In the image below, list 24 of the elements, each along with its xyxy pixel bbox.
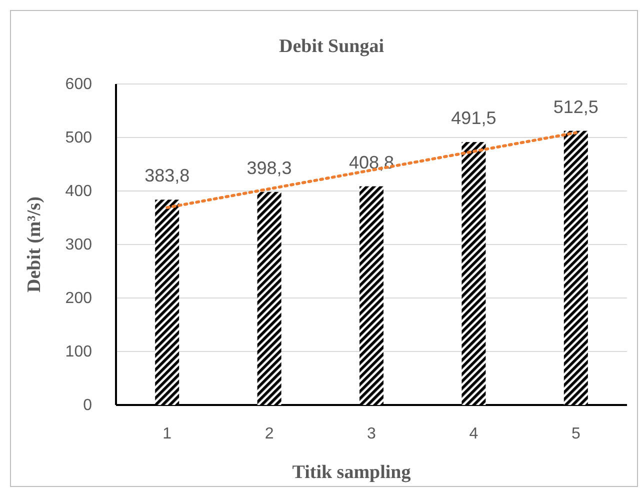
x-tick-label: 3 [367,425,376,442]
x-tick-label: 2 [264,425,274,442]
y-tick-label: 100 [65,344,92,361]
x-axis-title: Titik sampling [292,462,412,483]
data-label: 491,5 [451,108,496,128]
x-tick-label: 4 [469,425,478,442]
bar [257,192,282,405]
x-tick-label: 5 [571,425,580,442]
data-label: 398,3 [246,158,292,178]
data-label: 512,5 [553,96,598,117]
data-label: 383,8 [144,166,190,186]
y-axis-title: Debit (m³/s) [24,196,45,292]
y-tick-label: 600 [65,76,92,94]
y-tick-label: 0 [83,397,92,414]
y-tick-label: 200 [65,290,92,308]
bar [564,130,588,405]
x-tick-label: 1 [162,425,172,442]
y-tick-label: 500 [65,130,92,147]
y-tick-label: 400 [65,183,92,200]
bar [360,186,384,405]
chart-title: Debit Sungai [278,36,384,57]
bar [155,200,180,405]
y-tick-label: 300 [65,236,92,254]
bar [462,142,486,405]
